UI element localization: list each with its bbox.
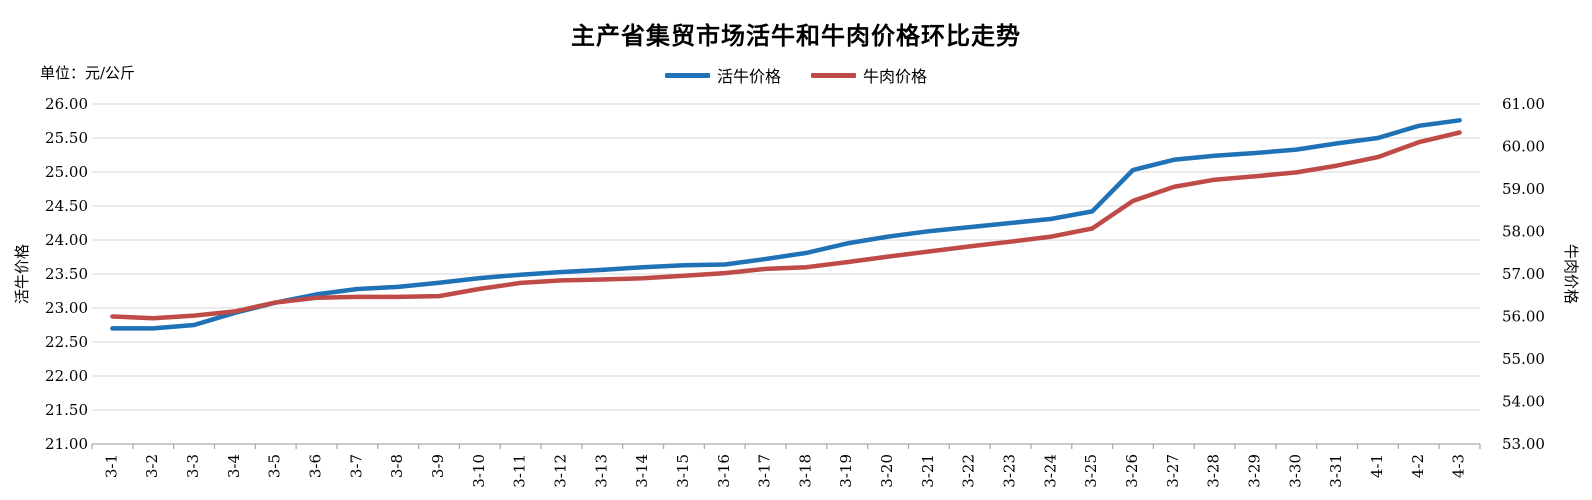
x-tick-label: 3-31 bbox=[1327, 454, 1345, 488]
y-tick-label-right: 53.00 bbox=[1502, 435, 1545, 453]
x-tick-label: 3-7 bbox=[347, 454, 365, 478]
y-tick-label-right: 57.00 bbox=[1502, 265, 1545, 283]
x-tick-label: 3-24 bbox=[1041, 454, 1059, 488]
x-tick-label: 3-10 bbox=[470, 454, 488, 488]
y-tick-label-left: 24.50 bbox=[45, 197, 88, 215]
x-tick-label: 3-25 bbox=[1082, 454, 1100, 488]
y-tick-label-right: 60.00 bbox=[1502, 138, 1545, 156]
y-tick-label-left: 22.00 bbox=[45, 367, 88, 385]
x-tick-label: 3-19 bbox=[837, 454, 855, 488]
y-tick-label-right: 58.00 bbox=[1502, 223, 1545, 241]
y-tick-label-left: 25.00 bbox=[45, 163, 88, 181]
y-tick-label-left: 25.50 bbox=[45, 129, 88, 147]
y-tick-label-right: 61.00 bbox=[1502, 95, 1545, 113]
y-tick-label-left: 21.00 bbox=[45, 435, 88, 453]
y-tick-label-right: 59.00 bbox=[1502, 180, 1545, 198]
x-tick-label: 3-12 bbox=[551, 454, 569, 488]
x-tick-label: 3-26 bbox=[1123, 454, 1141, 488]
unit-label: 单位：元/公斤 bbox=[40, 64, 136, 82]
series-line-live-cattle bbox=[110, 118, 1462, 331]
x-tick-label: 3-21 bbox=[919, 454, 937, 488]
x-tick-label: 3-2 bbox=[143, 454, 161, 478]
x-tick-label: 3-18 bbox=[796, 454, 814, 488]
x-tick-label: 3-17 bbox=[756, 454, 774, 488]
x-tick-label: 3-4 bbox=[225, 454, 243, 478]
x-tick-label: 3-5 bbox=[266, 454, 284, 478]
x-tick-label: 3-20 bbox=[878, 454, 896, 488]
legend-label-beef: 牛肉价格 bbox=[863, 67, 928, 86]
legend-item-live-cattle: 活牛价格 bbox=[664, 63, 781, 87]
x-tick-label: 3-8 bbox=[388, 454, 406, 478]
y-tick-label-left: 24.00 bbox=[45, 231, 88, 249]
legend-item-beef: 牛肉价格 bbox=[811, 63, 927, 87]
x-tick-label: 3-16 bbox=[715, 454, 733, 488]
x-tick-label: 3-11 bbox=[511, 454, 529, 488]
legend-swatch-beef bbox=[811, 72, 856, 78]
y-tick-label-left: 26.00 bbox=[45, 95, 88, 113]
legend: 活牛价格 牛肉价格 bbox=[0, 63, 1592, 87]
y-tick-label-left: 21.50 bbox=[45, 401, 88, 419]
x-tick-label: 3-22 bbox=[960, 454, 978, 488]
x-tick-label: 3-30 bbox=[1286, 454, 1304, 488]
x-tick-label: 3-1 bbox=[102, 454, 120, 478]
y-tick-label-left: 23.00 bbox=[45, 299, 88, 317]
left-axis-title: 活牛价格 bbox=[13, 244, 31, 304]
x-tick-label: 4-3 bbox=[1450, 454, 1468, 478]
x-tick-label: 3-9 bbox=[429, 454, 447, 478]
y-tick-label-left: 22.50 bbox=[45, 333, 88, 351]
legend-swatch-live-cattle bbox=[664, 72, 710, 78]
legend-label-live-cattle: 活牛价格 bbox=[716, 67, 781, 86]
x-tick-label: 3-15 bbox=[674, 454, 692, 488]
x-tick-label: 3-29 bbox=[1245, 454, 1263, 488]
x-tick-label: 3-14 bbox=[633, 454, 651, 488]
x-tick-label: 3-23 bbox=[1001, 454, 1019, 488]
chart-title: 主产省集贸市场活牛和牛肉价格环比走势 bbox=[571, 21, 1021, 50]
x-tick-label: 4-1 bbox=[1368, 454, 1386, 478]
y-tick-label-left: 23.50 bbox=[45, 265, 88, 283]
x-tick-label: 3-27 bbox=[1164, 454, 1182, 488]
x-tick-label: 3-13 bbox=[592, 454, 610, 488]
x-tick-label: 3-3 bbox=[184, 454, 202, 478]
x-tick-label: 3-28 bbox=[1205, 454, 1223, 488]
right-axis-title: 牛肉价格 bbox=[1562, 244, 1580, 304]
y-tick-label-right: 56.00 bbox=[1502, 308, 1545, 326]
x-tick-label: 3-6 bbox=[307, 454, 325, 478]
series-line-beef bbox=[110, 130, 1462, 321]
y-tick-label-right: 54.00 bbox=[1502, 393, 1545, 411]
x-tick-label: 4-2 bbox=[1409, 454, 1427, 478]
y-tick-label-right: 55.00 bbox=[1502, 350, 1545, 368]
